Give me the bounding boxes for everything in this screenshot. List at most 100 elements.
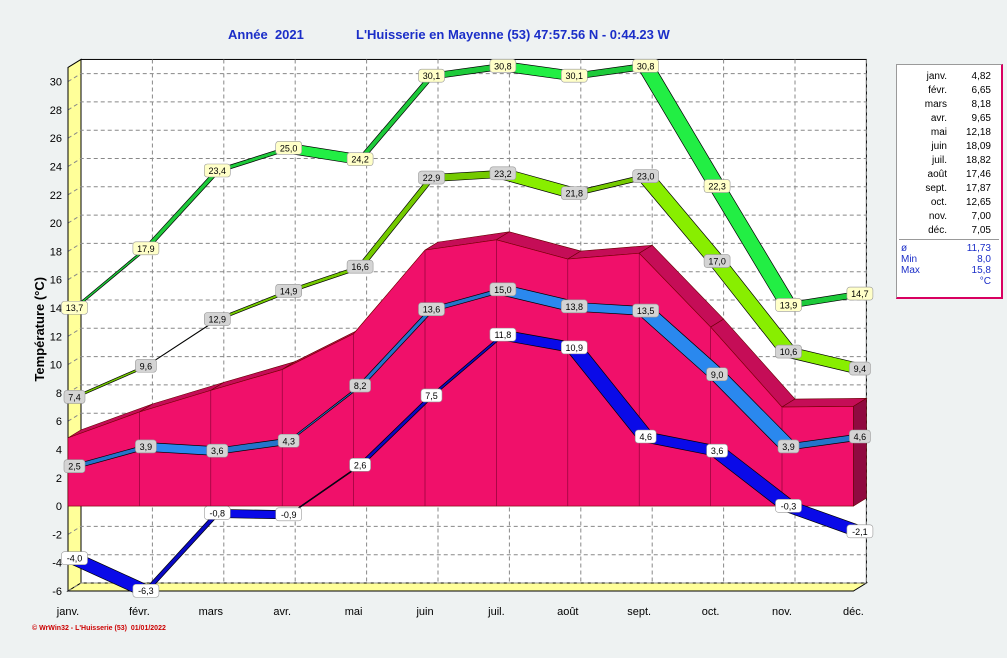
data-label: 24,2 [351,155,369,165]
data-label: 14,9 [280,286,298,296]
grid-line-y [67,73,867,83]
data-label: 30,1 [423,71,441,81]
y-tick-label: 28 [50,105,62,117]
legend-month: août [927,169,947,180]
data-label: 23,4 [209,166,227,176]
data-label-box [418,302,445,316]
data-label-box [63,459,86,474]
data-label-box [63,390,86,404]
data-label: 4,6 [854,432,867,442]
legend-value: 17,46 [965,169,991,180]
data-label: 3,6 [711,446,724,456]
y-tick-label: 2 [56,473,62,485]
x-tick-label: juin [415,606,433,618]
grid-line-y [67,186,867,196]
plot-left-wall [67,58,82,592]
legend-month: mars [924,99,947,110]
data-label: 21,8 [566,189,584,199]
grid-line-y [67,412,867,422]
data-label-box [61,300,88,315]
grid-line-y [67,299,867,309]
data-label-box [489,327,517,342]
data-label-box [61,551,88,566]
area-side-face [853,397,867,507]
data-label-box [775,499,802,513]
data-label-box [277,433,300,448]
legend-stat-row: °C [897,276,997,287]
legend-month: juil. [931,155,947,166]
data-label-box [632,303,660,318]
legend-row: sept. 17,87 [897,182,997,196]
legend-value: 18,09 [965,141,991,152]
y-tick-label: 14 [50,303,62,315]
data-label-box [489,282,517,297]
legend-month: oct. [930,197,947,208]
legend-separator [899,239,999,240]
grid-line-y [67,242,867,252]
data-label-box [849,361,871,376]
data-label-box [204,312,231,326]
data-label: 23,0 [637,172,655,182]
legend-row: mars 8,18 [897,98,997,112]
chart-title-year: Année 2021 [228,27,304,42]
data-label: 9,0 [711,370,724,380]
data-label: 3,9 [782,442,795,452]
data-label-box [775,344,802,359]
data-label: 7,4 [68,392,81,402]
legend-value: 8,18 [971,99,991,110]
data-label-box [349,378,371,393]
data-label: 17,0 [708,257,726,267]
y-tick-label: 10 [50,360,62,372]
x-tick-label: avr. [273,606,291,618]
y-tick-label: -2 [52,529,62,541]
grid-line-y [67,384,867,394]
y-tick-label: 26 [50,133,62,145]
legend-row: déc. 7,05 [897,224,997,238]
data-label: 30,8 [494,61,512,71]
data-label-box [135,439,157,454]
x-tick-label: janv. [56,606,79,618]
legend-row: nov. 7,00 [897,210,997,224]
legend-row: janv. 4,82 [897,70,997,84]
data-label: 17,9 [137,244,155,254]
data-label: 3,9 [140,442,153,452]
data-label-box [775,298,802,312]
data-label-box [418,170,445,185]
data-label-box [846,524,874,539]
data-label-box [703,254,731,268]
y-tick-label: 16 [50,275,62,287]
grid-line-y [67,101,867,111]
data-label: 13,6 [423,305,441,315]
x-tick-label: mai [345,606,363,618]
data-label: 13,7 [66,303,84,313]
data-label-box [489,58,517,73]
legend-value: 18,82 [965,155,991,166]
y-tick-label: 22 [50,190,62,202]
y-tick-label: 12 [50,331,62,343]
legend-month: nov. [928,211,947,222]
y-tick-label: 4 [56,445,62,457]
data-label-box [560,340,588,355]
data-label: 2,6 [354,460,367,470]
data-label-box [560,68,588,83]
legend-row: juil. 18,82 [897,154,997,168]
legend-value: 17,87 [965,183,991,194]
data-label: 15,0 [494,285,512,295]
x-tick-label: févr. [129,606,150,618]
legend-value: 7,05 [971,225,991,236]
legend-stat-value: 11,73 [966,243,991,254]
data-label: 13,5 [637,306,655,316]
x-tick-label: oct. [702,606,720,618]
chart-title-location: L'Huisserie en Mayenne (53) 47:57.56 N -… [356,27,670,42]
grid-line-y [67,525,867,535]
legend-value: 6,65 [971,85,991,96]
legend-month: juin [931,141,947,152]
data-label-box [204,506,231,520]
legend-value: 12,65 [965,197,991,208]
data-label: 9,4 [854,364,867,374]
grid-line-y [67,158,867,167]
y-tick-label: 0 [56,501,62,513]
y-tick-label: 18 [50,246,62,258]
legend-month: janv. [926,71,947,82]
data-label: 30,8 [637,61,655,71]
